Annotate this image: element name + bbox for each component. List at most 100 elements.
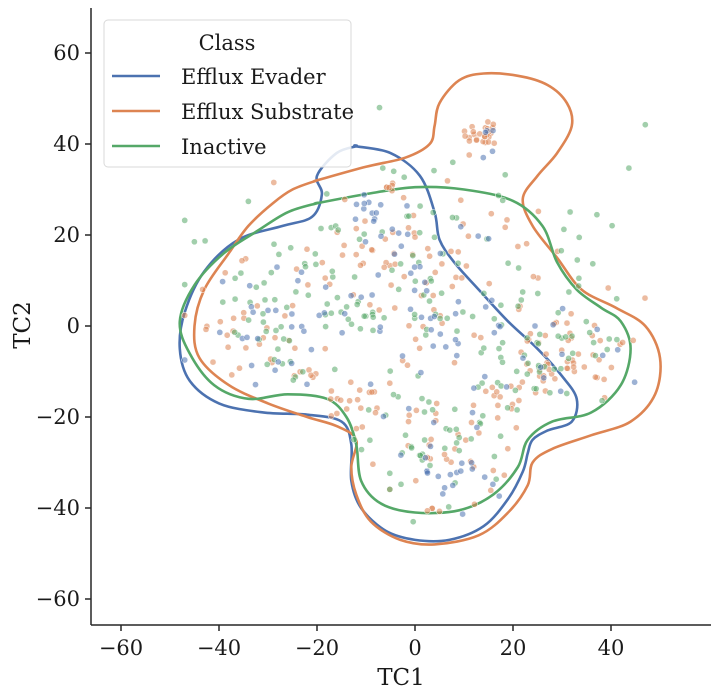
point-efflux-evader — [459, 510, 466, 518]
point-inactive — [582, 318, 590, 325]
point-efflux-substrate — [541, 332, 549, 339]
point-efflux-evader — [272, 307, 280, 314]
point-efflux-evader — [308, 346, 315, 353]
y-tick-label: 0 — [67, 314, 80, 338]
point-efflux-evader — [271, 366, 279, 374]
point-inactive — [469, 313, 476, 320]
point-efflux-substrate — [570, 363, 577, 371]
point-efflux-substrate — [352, 225, 360, 232]
point-inactive — [546, 389, 554, 397]
point-inactive — [497, 432, 504, 440]
point-inactive — [322, 323, 329, 330]
point-efflux-substrate — [333, 410, 341, 417]
point-inactive — [272, 327, 280, 334]
point-efflux-evader — [479, 154, 487, 161]
point-efflux-evader — [405, 405, 413, 412]
point-inactive — [289, 376, 297, 384]
point-efflux-substrate — [328, 387, 335, 395]
point-efflux-substrate — [400, 194, 407, 202]
point-inactive — [550, 365, 558, 373]
point-efflux-evader — [429, 342, 437, 350]
point-inactive — [286, 337, 293, 345]
point-efflux-substrate — [223, 331, 231, 339]
point-efflux-evader — [288, 323, 296, 331]
y-tick-label: −20 — [36, 405, 80, 429]
point-inactive — [598, 397, 606, 405]
point-efflux-substrate — [357, 261, 364, 269]
point-efflux-evader — [411, 263, 418, 271]
point-inactive — [499, 339, 506, 347]
y-tick-label: 20 — [53, 223, 80, 247]
point-efflux-substrate — [470, 401, 477, 409]
y-tick-label: 40 — [53, 132, 80, 156]
point-efflux-evader — [322, 283, 330, 291]
point-efflux-substrate — [515, 397, 523, 404]
point-inactive — [454, 259, 462, 267]
point-inactive — [605, 335, 613, 343]
point-efflux-evader — [474, 232, 482, 240]
point-efflux-evader — [294, 277, 302, 285]
point-efflux-evader — [404, 230, 412, 238]
point-efflux-substrate — [228, 371, 236, 379]
point-inactive — [277, 323, 285, 331]
point-efflux-evader — [252, 381, 259, 388]
point-inactive — [517, 296, 525, 304]
point-inactive — [592, 352, 599, 359]
point-inactive — [523, 334, 531, 342]
point-efflux-substrate — [405, 411, 413, 419]
point-inactive — [449, 214, 456, 221]
point-efflux-substrate — [429, 292, 437, 299]
point-efflux-evader — [407, 269, 415, 277]
x-tick-label: 0 — [408, 636, 421, 660]
point-efflux-substrate — [181, 312, 189, 319]
point-efflux-substrate — [354, 396, 361, 404]
point-inactive — [519, 288, 527, 296]
point-efflux-substrate — [412, 477, 420, 485]
point-efflux-evader — [427, 326, 435, 334]
point-efflux-substrate — [327, 395, 335, 403]
point-inactive — [334, 226, 342, 234]
point-inactive — [191, 238, 198, 246]
point-inactive — [554, 309, 562, 317]
point-efflux-substrate — [358, 242, 366, 250]
point-efflux-substrate — [202, 326, 210, 333]
point-efflux-substrate — [487, 487, 495, 494]
legend-label: Inactive — [181, 135, 267, 159]
point-efflux-evader — [303, 380, 311, 388]
point-inactive — [431, 233, 438, 241]
point-inactive — [554, 332, 562, 340]
point-inactive — [575, 274, 583, 282]
point-inactive — [331, 366, 339, 373]
point-efflux-substrate — [500, 471, 508, 479]
point-efflux-evader — [395, 229, 403, 237]
point-efflux-evader — [219, 278, 226, 285]
point-efflux-evader — [481, 473, 489, 481]
point-efflux-evader — [388, 225, 396, 233]
point-inactive — [397, 260, 404, 268]
point-efflux-substrate — [424, 245, 432, 252]
point-efflux-evader — [243, 334, 251, 341]
point-efflux-evader — [457, 467, 465, 475]
point-inactive — [422, 331, 430, 339]
legend-label: Efflux Evader — [181, 65, 327, 89]
point-inactive — [259, 310, 267, 318]
point-efflux-substrate — [504, 445, 512, 453]
point-efflux-evader — [360, 191, 368, 199]
point-efflux-substrate — [405, 322, 413, 330]
point-efflux-evader — [531, 322, 539, 330]
point-inactive — [575, 282, 582, 290]
point-efflux-substrate — [307, 371, 315, 379]
legend-entry-efflux-evader: Efflux Evader — [112, 65, 327, 89]
point-efflux-evader — [489, 127, 497, 134]
point-inactive — [532, 385, 540, 393]
point-efflux-evader — [449, 482, 457, 489]
point-efflux-evader — [485, 235, 492, 243]
point-efflux-substrate — [489, 120, 497, 128]
point-efflux-substrate — [494, 414, 502, 422]
point-efflux-evader — [424, 469, 431, 477]
point-efflux-evader — [288, 360, 295, 367]
point-inactive — [569, 349, 577, 357]
point-efflux-evader — [376, 323, 384, 331]
point-efflux-substrate — [436, 508, 443, 515]
point-inactive — [497, 301, 505, 309]
